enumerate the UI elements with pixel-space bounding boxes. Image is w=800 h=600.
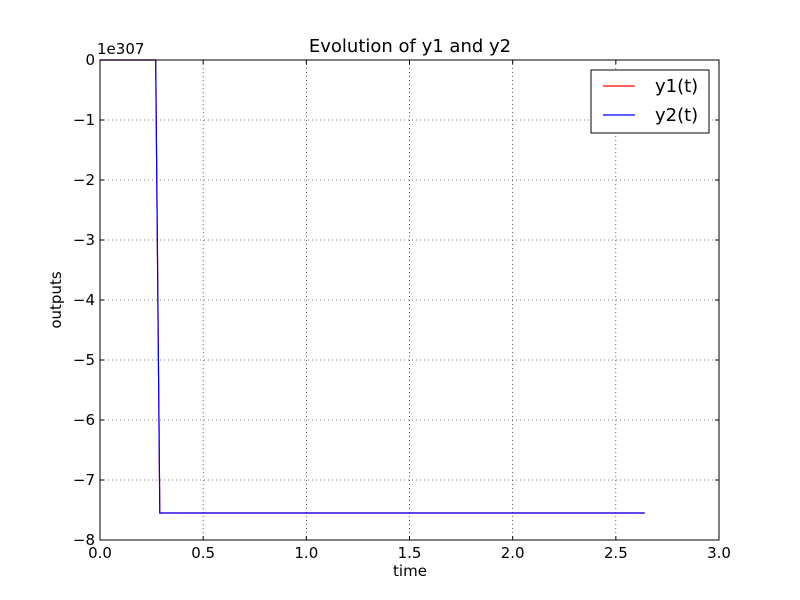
y-axis-offset-label: 1e307 <box>97 40 144 58</box>
legend-label-y1: y1(t) <box>655 76 698 97</box>
y-tick-label: −5 <box>73 351 95 369</box>
x-axis-label: time <box>393 562 427 580</box>
chart-title: Evolution of y1 and y2 <box>309 36 511 57</box>
y-tick-label: −7 <box>73 471 95 489</box>
y-tick-label: −3 <box>73 231 95 249</box>
x-tick-label: 1.0 <box>294 544 318 562</box>
grid-lines <box>100 60 719 540</box>
x-tick-label: 0.0 <box>88 544 112 562</box>
x-tick-label: 0.5 <box>191 544 215 562</box>
y-tick-labels: 0 −1 −2 −3 −4 −5 −6 −7 −8 <box>73 51 95 549</box>
y-tick-label: −4 <box>73 291 95 309</box>
legend-label-y2: y2(t) <box>655 105 698 126</box>
legend-box <box>590 69 710 134</box>
y-tick-label: −1 <box>73 111 95 129</box>
x-tick-label: 3.0 <box>707 544 731 562</box>
x-tick-labels: 0.0 0.5 1.0 1.5 2.0 2.5 3.0 <box>88 544 731 562</box>
y-tick-label: 0 <box>85 51 95 69</box>
x-tick-label: 2.0 <box>501 544 525 562</box>
tick-marks <box>99 59 720 541</box>
x-tick-label: 1.5 <box>398 544 422 562</box>
y-axis-label: outputs <box>47 271 65 328</box>
x-tick-label: 2.5 <box>604 544 628 562</box>
y-tick-label: −2 <box>73 171 95 189</box>
y-tick-label: −8 <box>73 531 95 549</box>
legend: y1(t) y2(t) <box>590 69 710 134</box>
y-tick-label: −6 <box>73 411 95 429</box>
